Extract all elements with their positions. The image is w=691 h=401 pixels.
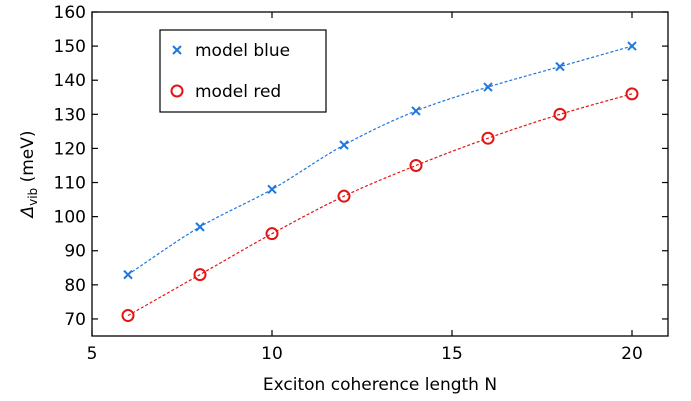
data-point-model-blue — [267, 184, 277, 195]
data-point-model-blue — [339, 140, 349, 150]
y-tick-label: 150 — [54, 37, 86, 57]
marker-stroke — [483, 82, 493, 92]
data-point-model-blue — [555, 61, 565, 72]
series-layer — [121, 41, 639, 323]
fit-line-model-blue — [127, 45, 633, 276]
y-tick-label: 140 — [54, 71, 86, 91]
x-tick-label: 20 — [621, 344, 643, 364]
ticks-layer: 5 10 15 20 70 80 90 100 110 120 130 140 150 160 — [54, 3, 668, 364]
y-tick-label: 90 — [64, 242, 86, 262]
y-tick-label: 120 — [54, 139, 86, 159]
y-axis-title-subscript: vib — [26, 188, 40, 206]
data-point-model-blue — [195, 222, 205, 232]
marker-stroke — [267, 184, 277, 195]
data-point-model-red — [337, 189, 351, 203]
data-point-model-blue — [483, 82, 493, 92]
y-tick-label: 130 — [54, 105, 86, 125]
x-tick-label: 10 — [261, 344, 283, 364]
marker-stroke — [123, 269, 133, 280]
y-tick-label: 110 — [54, 174, 86, 194]
marker-stroke — [195, 222, 205, 232]
legend-label-model-blue: model blue — [195, 41, 290, 61]
y-axis-title-symbol: Δ — [18, 206, 38, 220]
fit-line-model-red — [127, 93, 633, 317]
data-point-model-red — [553, 107, 567, 121]
marker-stroke — [627, 41, 637, 51]
series-model-red — [121, 87, 639, 323]
data-point-model-blue — [123, 269, 133, 280]
data-point-model-blue — [627, 41, 637, 51]
plot-frame — [91, 11, 669, 337]
data-point-model-blue — [411, 106, 421, 116]
y-tick-label: 80 — [64, 276, 86, 296]
y-tick-label: 160 — [54, 3, 86, 23]
marker-stroke — [555, 61, 565, 72]
x-tick-label: 5 — [87, 344, 98, 364]
y-tick-label: 70 — [64, 310, 86, 330]
legend-box — [159, 29, 327, 113]
legend-marker-model-red — [170, 84, 184, 98]
y-axis-title-unit: (meV) — [18, 130, 38, 187]
x-axis-title: Exciton coherence length N — [263, 375, 497, 395]
marker-stroke — [411, 106, 421, 116]
legend-marker-model-blue — [172, 45, 182, 55]
marker-stroke — [172, 45, 182, 55]
y-tick-label: 100 — [54, 208, 86, 228]
series-model-blue — [123, 41, 637, 280]
marker-stroke — [339, 140, 349, 150]
data-point-model-red — [409, 158, 423, 172]
legend: model blue model red — [159, 29, 327, 113]
data-point-model-red — [121, 309, 135, 323]
x-tick-label: 15 — [441, 344, 463, 364]
data-point-model-red — [481, 131, 495, 145]
data-point-model-red — [265, 227, 279, 241]
data-point-model-red — [625, 87, 639, 101]
legend-label-model-red: model red — [195, 82, 281, 102]
data-point-model-red — [193, 268, 207, 282]
y-axis-title: Δvib (meV) — [18, 130, 40, 219]
